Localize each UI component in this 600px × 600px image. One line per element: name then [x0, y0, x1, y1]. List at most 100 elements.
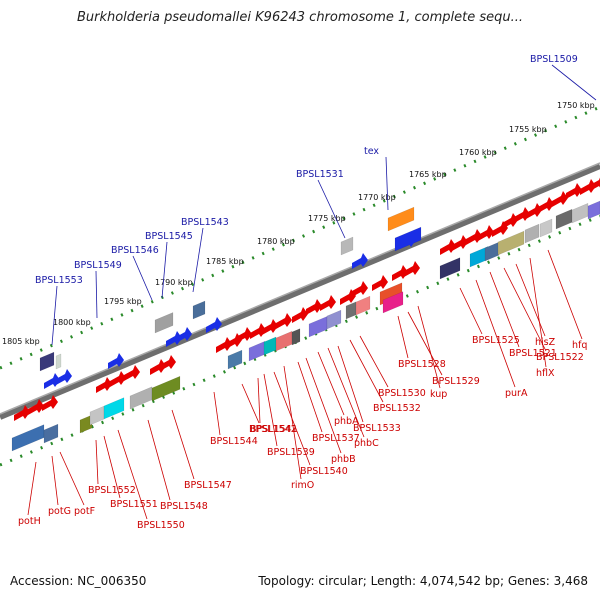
gene-block-8	[43, 423, 59, 444]
lower-leader-bpsl1530	[359, 335, 389, 388]
ruler-tick-1790-kbp: 1790 kbp	[155, 278, 193, 287]
gene-block-20	[326, 309, 342, 330]
ruler-tick-1755-kbp: 1755 kbp	[509, 125, 547, 134]
reverse-arrow-19	[372, 275, 388, 291]
ruler-tick-1765-kbp: 1765 kbp	[409, 170, 447, 179]
forward-arrow-7	[400, 233, 416, 249]
reverse-arrow-7	[160, 355, 176, 371]
ruler-tick-1800-kbp: 1800 kbp	[53, 318, 91, 327]
reverse-arrow-4	[110, 371, 126, 387]
gene-block-1	[55, 353, 62, 370]
lower-leader-hfq	[547, 249, 583, 340]
lower-label-potf: potF	[74, 506, 95, 517]
reverse-arrow-3	[96, 377, 112, 393]
lower-leader-bpsl1551	[103, 435, 121, 499]
chromosome-axis-highlight	[0, 162, 600, 415]
lower-label-rimo: rimO	[291, 480, 314, 491]
lower-leader-hflx	[529, 257, 547, 368]
upper-leader-bpsl1509	[551, 64, 597, 101]
ruler-tick-1750-kbp: 1750 kbp	[557, 101, 595, 110]
ruler-tick-1775-kbp: 1775 kbp	[308, 214, 346, 223]
lower-label-phba: phbA	[334, 416, 359, 427]
forward-arrow-3	[166, 331, 182, 347]
gene-block-2	[154, 312, 174, 334]
chromosome-axis	[0, 163, 600, 420]
lower-leader-hisz	[515, 263, 546, 337]
lower-leader-rimo	[283, 365, 302, 480]
gene-block-19	[308, 316, 328, 338]
gene-block-29	[524, 223, 540, 244]
ruler-tick-1785-kbp: 1785 kbp	[206, 257, 244, 266]
gene-block-21	[345, 301, 357, 320]
lower-leader-bpsl1528	[397, 315, 409, 359]
reverse-arrow-33	[580, 179, 596, 195]
reverse-arrow-16	[320, 295, 336, 311]
lower-leader-phbb	[305, 357, 342, 454]
lower-leader-phbc	[327, 347, 365, 438]
upper-leader-tex	[385, 156, 389, 211]
accession-text: Accession: NC_006350	[10, 574, 147, 588]
upper-gene-labels: BPSL1553 BPSL1549 BPSL1546 BPSL1545 BPSL1543…	[35, 54, 597, 346]
gene-block-9	[79, 414, 93, 434]
reverse-arrow-6	[150, 359, 166, 375]
lower-label-bpsl1533: BPSL1533	[353, 423, 401, 434]
gene-block-12	[129, 386, 153, 410]
gene-block-7	[11, 424, 45, 452]
upper-leader-bpsl1545	[161, 241, 168, 299]
lower-label-bpsl1521: BPSL1521	[509, 348, 557, 359]
reverse-arrow-18	[352, 281, 368, 297]
gene-block-31	[555, 208, 573, 230]
gene-block-25	[439, 257, 461, 280]
lower-label-bpsl1547: BPSL1547	[184, 480, 232, 491]
lower-label-phbc: phbC	[354, 438, 379, 449]
lower-leader-bpsl1533	[337, 345, 364, 423]
lower-leader-kup	[417, 305, 441, 389]
upper-leader-bpsl1546	[132, 255, 153, 301]
gene-block-10	[89, 405, 105, 426]
gene-block-27	[484, 241, 500, 262]
reverse-arrow-12	[262, 319, 278, 335]
strand-arrows	[14, 177, 600, 421]
lower-gene-labels: potH potG potF BPSL1552 BPSL1551 BPSL1550 BPSL…	[18, 249, 587, 531]
lower-leader-bpsl1548	[147, 419, 171, 501]
lower-leader-bpsl1539	[263, 373, 278, 447]
lower-label-bpsl1542: BPSL1542	[249, 424, 297, 435]
lower-leader-bpsl1537	[297, 361, 323, 433]
upper-leader-bpsl1549	[95, 270, 98, 319]
lower-leader-bpsl1547	[171, 409, 195, 480]
upper-label-bpsl1545: BPSL1545	[145, 231, 193, 242]
ruler-tick-1780-kbp: 1780 kbp	[257, 237, 295, 246]
upper-leader-bpsl1531	[317, 179, 346, 239]
gene-block-14	[227, 349, 243, 370]
reverse-arrow-25	[478, 225, 494, 241]
lower-label-hflx: hflX	[536, 368, 555, 379]
gene-block-11	[103, 397, 125, 420]
upper-leader-bpsl1543	[192, 227, 204, 293]
gene-block-16	[263, 336, 277, 356]
lower-label-bpsl1544: BPSL1544	[210, 436, 258, 447]
gene-block-17	[275, 330, 293, 352]
gene-block-24	[382, 291, 404, 314]
upper-label-bpsl1543: BPSL1543	[181, 217, 229, 228]
lower-leader-bpsl1552	[95, 439, 99, 485]
gene-block-4	[340, 236, 354, 256]
reverse-arrow-13	[276, 313, 292, 329]
reverse-arrow-32	[566, 183, 582, 199]
gene-block-5	[387, 206, 415, 232]
lower-label-bpsl1550: BPSL1550	[137, 520, 185, 531]
lower-label-bpsl1551: BPSL1551	[110, 499, 158, 510]
lower-label-hfq: hfq	[572, 340, 587, 351]
gene-block-13	[151, 375, 181, 402]
lower-label-bpsl1528: BPSL1528	[398, 359, 446, 370]
lower-leader-potf	[59, 451, 85, 506]
lower-leader-poth	[27, 461, 37, 516]
ruler-tick-1760-kbp: 1760 kbp	[459, 148, 497, 157]
lower-leader-bpsl1542	[241, 383, 260, 424]
lower-leader-bpsl1529	[407, 311, 443, 376]
reverse-arrow-0	[14, 405, 30, 421]
lower-leader-phba	[317, 351, 345, 416]
reverse-arrow-34	[590, 177, 600, 191]
upper-label-bpsl1509: BPSL1509	[530, 54, 578, 65]
ruler-tick-1770-kbp: 1770 kbp	[358, 193, 396, 202]
